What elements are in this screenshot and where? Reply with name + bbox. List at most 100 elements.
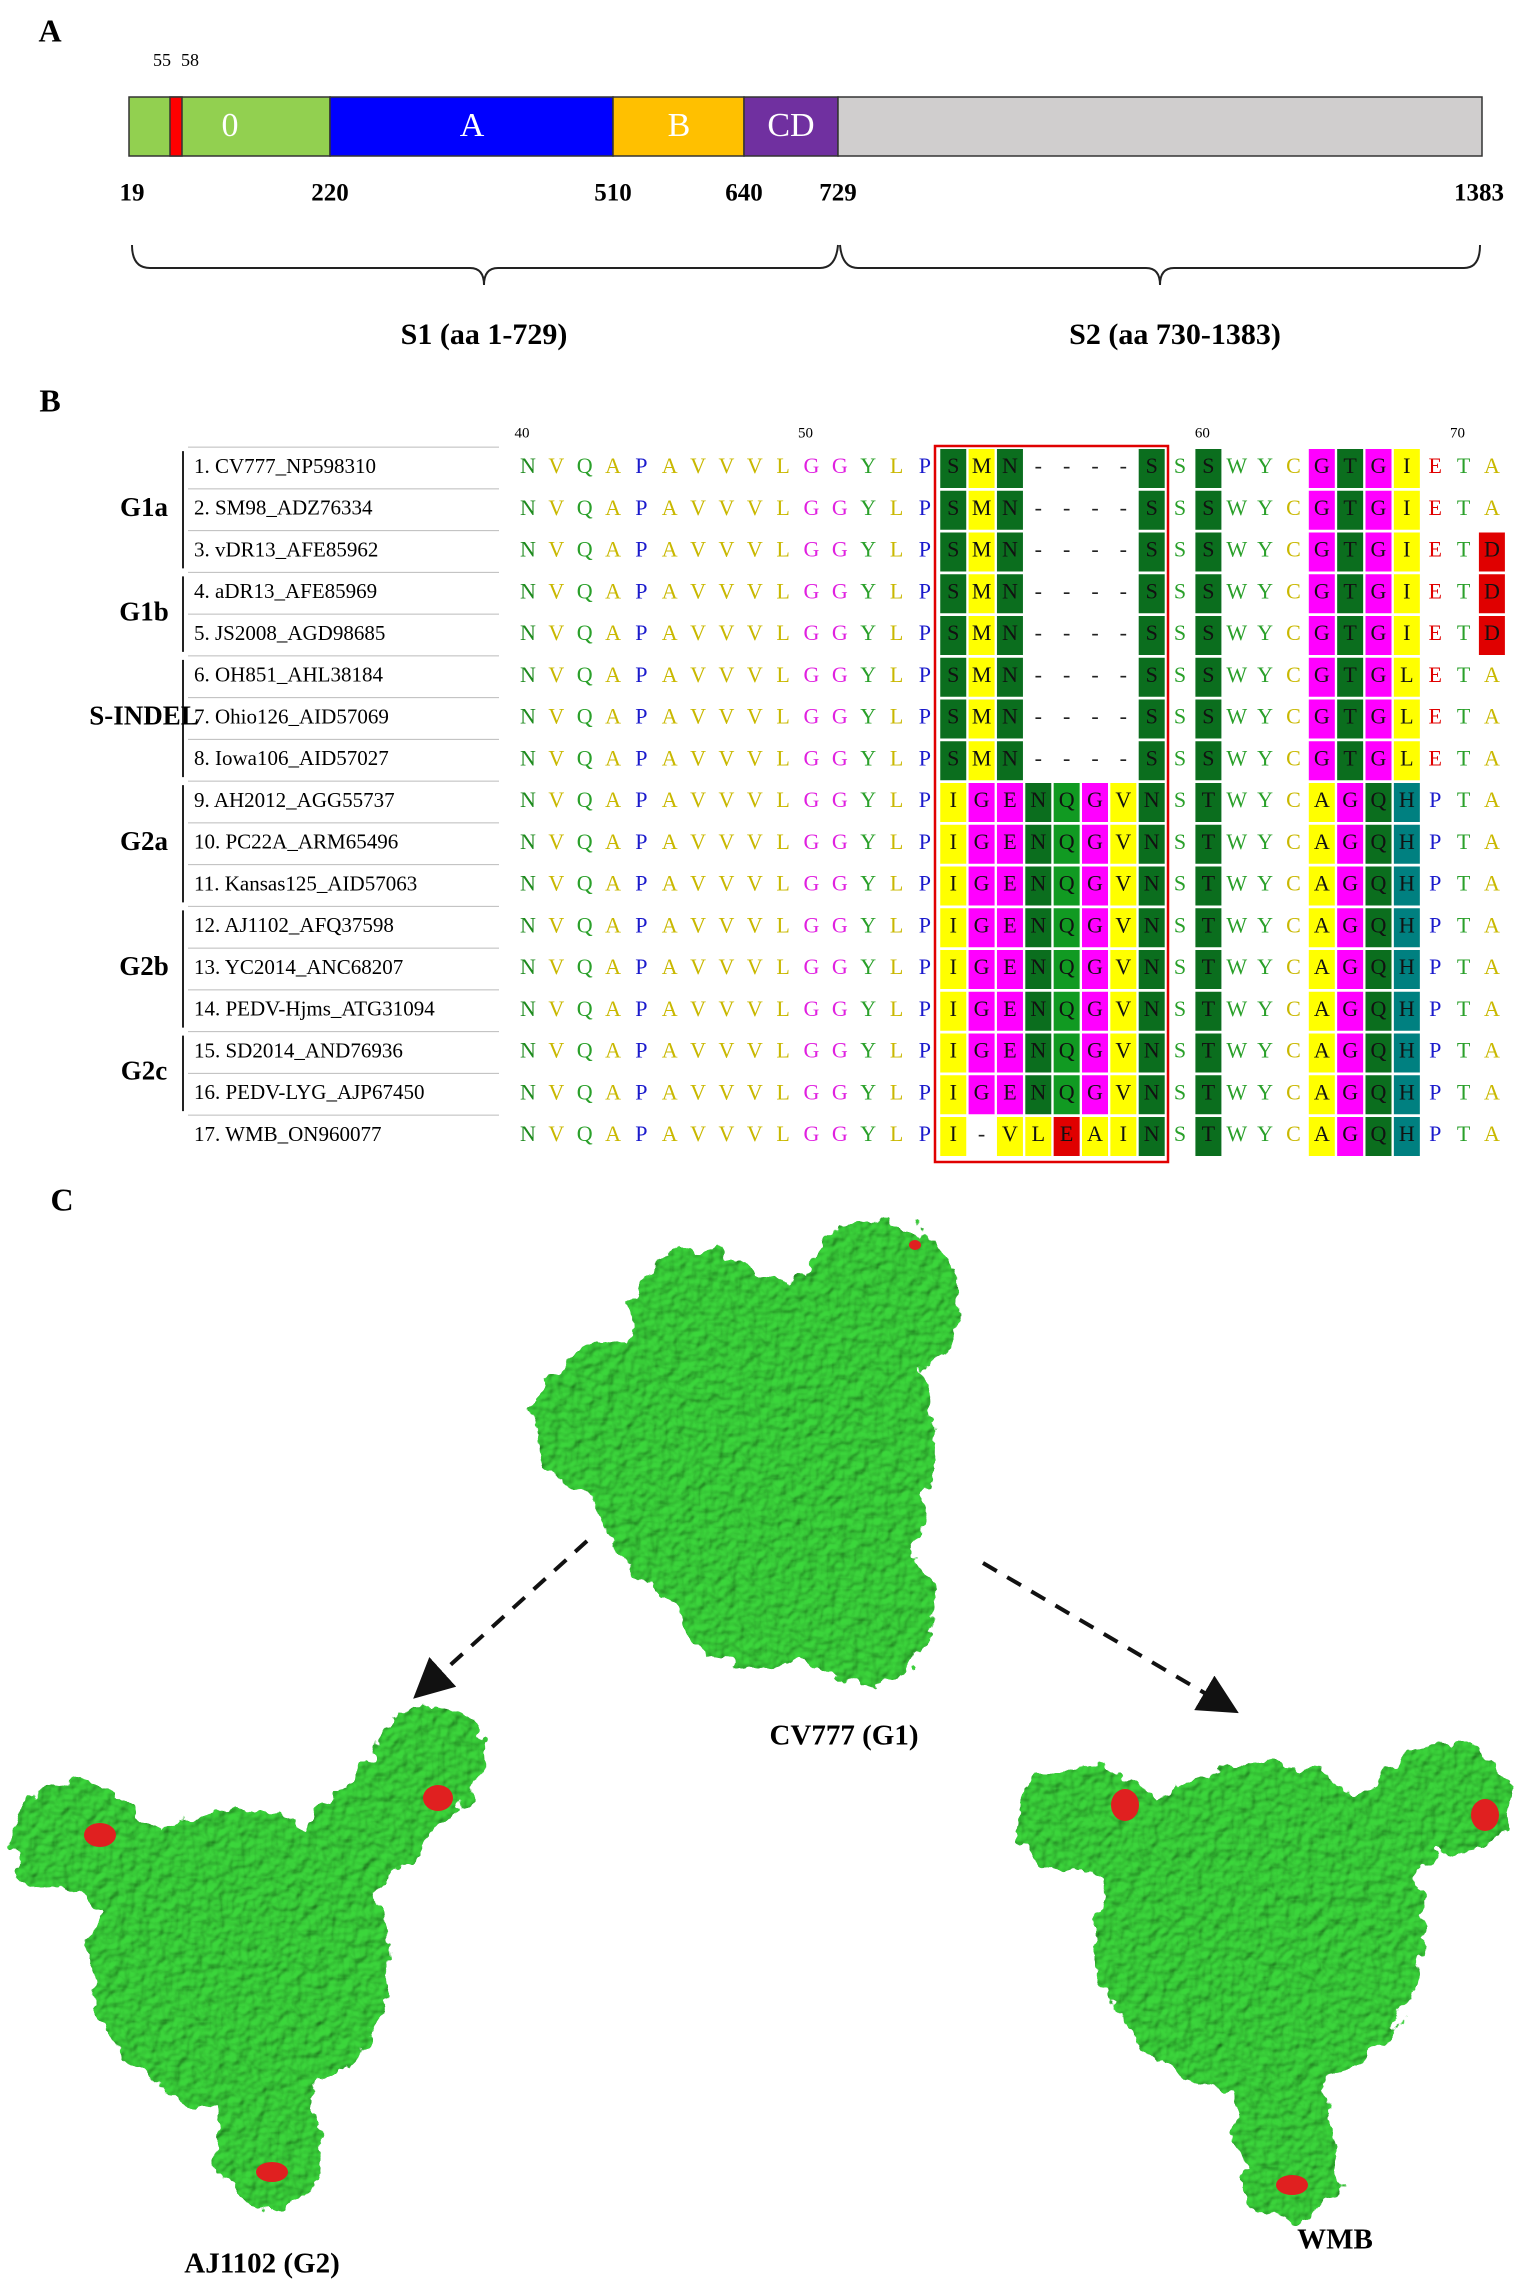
residue-highlight (1308, 783, 1335, 822)
residue-highlight (1393, 574, 1420, 614)
group-label: G1b (119, 596, 169, 626)
residue-highlight (940, 1075, 967, 1115)
sequence-name: 3. vDR13_AFE85962 (194, 537, 378, 561)
sequence-name: 7. Ohio126_AID57069 (194, 704, 389, 728)
residue-highlight (1337, 699, 1364, 739)
mutation-sites (84, 1240, 1499, 2195)
residue-highlight (1025, 1075, 1052, 1115)
residue-highlight (1025, 866, 1052, 906)
site-label: 55 (153, 50, 171, 70)
residue-highlight (996, 866, 1023, 906)
residue-highlight (940, 449, 967, 488)
residue-highlight (1025, 824, 1052, 864)
residue-highlight (1053, 1033, 1080, 1073)
residue-highlight (1082, 1033, 1108, 1073)
residue-highlight (968, 699, 995, 739)
residue-highlight (1138, 908, 1165, 948)
residue-highlight (1337, 449, 1364, 488)
domain-label: CD (767, 107, 814, 144)
residue-highlight (940, 991, 967, 1031)
residue-highlight (1110, 991, 1137, 1031)
residue-highlight (1337, 1033, 1364, 1073)
panel-label: B (39, 382, 60, 418)
residue-highlight (940, 699, 967, 739)
residue-highlight (1337, 991, 1364, 1031)
residue-highlight (1308, 699, 1335, 739)
residue-highlight (968, 908, 995, 948)
sequence-name: 11. Kansas125_AID57063 (194, 871, 417, 895)
residue-highlight (1308, 908, 1335, 948)
residue-highlight (1082, 1075, 1108, 1115)
residue-highlight (1393, 783, 1420, 822)
sequence-name: 17. WMB_ON960077 (194, 1122, 381, 1146)
group-label: G2a (120, 826, 169, 856)
sequence-name: 2. SM98_ADZ76334 (194, 496, 373, 520)
residue-highlight (1053, 824, 1080, 864)
residue-highlight (1082, 866, 1108, 906)
site-label: 58 (181, 50, 199, 70)
residue-highlight (1337, 741, 1364, 781)
residue-highlight (1025, 1117, 1052, 1156)
structure-wmb (1015, 1742, 1510, 2220)
ruler-label: 50 (798, 425, 813, 441)
residue-highlight (1053, 783, 1080, 822)
sequence-name: 10. PC22A_ARM65496 (194, 830, 398, 854)
residue-highlight (968, 532, 995, 572)
residue-highlight (968, 1033, 995, 1073)
residue-highlight (968, 1075, 995, 1115)
residue-highlight (940, 657, 967, 697)
residue-highlight (1365, 950, 1392, 989)
residue-highlight (1308, 866, 1335, 906)
ruler-label: 70 (1450, 425, 1465, 441)
ruler-label: 40 (515, 425, 530, 441)
residue-highlight (1053, 950, 1080, 989)
residue-highlight (1082, 908, 1108, 948)
structure-label: CV777 (G1) (769, 1720, 918, 1752)
sequence-name: 12. AJ1102_AFQ37598 (194, 913, 394, 937)
residue-highlight (1195, 1075, 1222, 1115)
residue-highlight (1110, 1075, 1137, 1115)
structure-cv777 (535, 1220, 960, 1685)
residue-highlight (940, 950, 967, 989)
residue-highlight (968, 449, 995, 488)
residue-highlight (1195, 741, 1222, 781)
residue-highlight (968, 741, 995, 781)
residue-highlight (1195, 950, 1222, 989)
residue-highlight (1365, 1117, 1392, 1156)
residue-highlight (1308, 490, 1335, 530)
sequence-name: 14. PEDV-Hjms_ATG31094 (194, 997, 435, 1021)
residue-highlight (940, 532, 967, 572)
residue-highlight (968, 490, 995, 530)
residue-highlight (968, 950, 995, 989)
residue-highlight (1138, 449, 1165, 488)
residue-highlight (1138, 1117, 1165, 1156)
residue-highlight (940, 490, 967, 530)
residue-highlight (1365, 490, 1392, 530)
residue-highlight (940, 1117, 967, 1156)
residue-highlight (1337, 657, 1364, 697)
residue-highlight (1138, 783, 1165, 822)
domain-bar (128, 96, 1483, 157)
residue-highlight (1110, 1117, 1137, 1156)
residue-highlight (968, 574, 995, 614)
residue-highlight (1308, 991, 1335, 1031)
residue-highlight (1337, 908, 1364, 948)
residue-highlight (1365, 908, 1392, 948)
residue-highlight (940, 574, 967, 614)
residue-highlight (1195, 783, 1222, 822)
residue-highlight (940, 783, 967, 822)
residue-highlight (1393, 1075, 1420, 1115)
residue-highlight (996, 908, 1023, 948)
position-label: 729 (819, 180, 857, 207)
residue-highlight (1082, 991, 1108, 1031)
residue-highlight (1138, 824, 1165, 864)
sequence-name: 4. aDR13_AFE85969 (194, 579, 377, 603)
residue-highlight (1025, 908, 1052, 948)
residue-highlight (1138, 741, 1165, 781)
